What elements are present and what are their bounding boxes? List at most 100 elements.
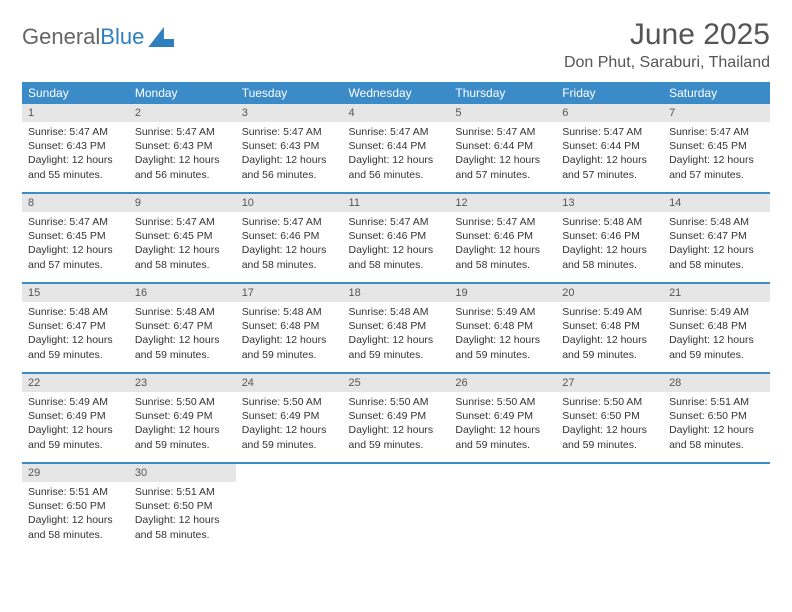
day-number: 27 — [556, 374, 663, 392]
calendar-day-cell: 12Sunrise: 5:47 AMSunset: 6:46 PMDayligh… — [449, 194, 556, 282]
sunset-text: Sunset: 6:48 PM — [349, 319, 444, 333]
day-body: Sunrise: 5:48 AMSunset: 6:47 PMDaylight:… — [663, 212, 770, 278]
day-number: 19 — [449, 284, 556, 302]
calendar-day-cell: 28Sunrise: 5:51 AMSunset: 6:50 PMDayligh… — [663, 374, 770, 462]
day-body: Sunrise: 5:47 AMSunset: 6:45 PMDaylight:… — [22, 212, 129, 278]
day-number: 30 — [129, 464, 236, 482]
sunrise-text: Sunrise: 5:47 AM — [242, 125, 337, 139]
day-number: 9 — [129, 194, 236, 212]
calendar-day-cell: 15Sunrise: 5:48 AMSunset: 6:47 PMDayligh… — [22, 284, 129, 372]
daylight-text: Daylight: 12 hours and 58 minutes. — [455, 243, 550, 271]
brand-part1: General — [22, 24, 100, 50]
title-block: June 2025 Don Phut, Saraburi, Thailand — [564, 18, 770, 72]
brand-logo: GeneralBlue — [22, 18, 174, 50]
calendar-table: Sunday Monday Tuesday Wednesday Thursday… — [22, 82, 770, 552]
sunrise-text: Sunrise: 5:47 AM — [455, 215, 550, 229]
calendar-day-cell: 5Sunrise: 5:47 AMSunset: 6:44 PMDaylight… — [449, 104, 556, 192]
calendar-day-cell: 21Sunrise: 5:49 AMSunset: 6:48 PMDayligh… — [663, 284, 770, 372]
sunrise-text: Sunrise: 5:47 AM — [135, 215, 230, 229]
sunrise-text: Sunrise: 5:47 AM — [562, 125, 657, 139]
sunset-text: Sunset: 6:50 PM — [669, 409, 764, 423]
day-number: 29 — [22, 464, 129, 482]
daylight-text: Daylight: 12 hours and 59 minutes. — [455, 423, 550, 451]
sunset-text: Sunset: 6:46 PM — [349, 229, 444, 243]
daylight-text: Daylight: 12 hours and 58 minutes. — [669, 243, 764, 271]
sunrise-text: Sunrise: 5:47 AM — [669, 125, 764, 139]
sunrise-text: Sunrise: 5:48 AM — [562, 215, 657, 229]
day-number: 21 — [663, 284, 770, 302]
calendar-day-cell: 4Sunrise: 5:47 AMSunset: 6:44 PMDaylight… — [343, 104, 450, 192]
day-number: 8 — [22, 194, 129, 212]
sunset-text: Sunset: 6:45 PM — [135, 229, 230, 243]
daylight-text: Daylight: 12 hours and 58 minutes. — [135, 243, 230, 271]
day-number: 4 — [343, 104, 450, 122]
calendar-day-cell: 6Sunrise: 5:47 AMSunset: 6:44 PMDaylight… — [556, 104, 663, 192]
sunset-text: Sunset: 6:43 PM — [135, 139, 230, 153]
sunrise-text: Sunrise: 5:49 AM — [455, 305, 550, 319]
sunset-text: Sunset: 6:50 PM — [135, 499, 230, 513]
day-body: Sunrise: 5:51 AMSunset: 6:50 PMDaylight:… — [22, 482, 129, 548]
daylight-text: Daylight: 12 hours and 56 minutes. — [135, 153, 230, 181]
sunset-text: Sunset: 6:44 PM — [455, 139, 550, 153]
sunrise-text: Sunrise: 5:47 AM — [28, 125, 123, 139]
day-number: 20 — [556, 284, 663, 302]
calendar-week-row: 29Sunrise: 5:51 AMSunset: 6:50 PMDayligh… — [22, 464, 770, 552]
day-body: Sunrise: 5:47 AMSunset: 6:44 PMDaylight:… — [556, 122, 663, 188]
day-body: Sunrise: 5:48 AMSunset: 6:47 PMDaylight:… — [22, 302, 129, 368]
calendar-week-row: 1Sunrise: 5:47 AMSunset: 6:43 PMDaylight… — [22, 104, 770, 192]
sunset-text: Sunset: 6:47 PM — [669, 229, 764, 243]
day-number: 11 — [343, 194, 450, 212]
calendar-day-cell: 17Sunrise: 5:48 AMSunset: 6:48 PMDayligh… — [236, 284, 343, 372]
calendar-day-cell: 23Sunrise: 5:50 AMSunset: 6:49 PMDayligh… — [129, 374, 236, 462]
weekday-header: Wednesday — [343, 82, 450, 104]
weekday-header-row: Sunday Monday Tuesday Wednesday Thursday… — [22, 82, 770, 104]
day-body: Sunrise: 5:50 AMSunset: 6:49 PMDaylight:… — [343, 392, 450, 458]
day-body: Sunrise: 5:51 AMSunset: 6:50 PMDaylight:… — [663, 392, 770, 458]
day-body: Sunrise: 5:50 AMSunset: 6:50 PMDaylight:… — [556, 392, 663, 458]
daylight-text: Daylight: 12 hours and 59 minutes. — [28, 423, 123, 451]
calendar-day-cell: 1Sunrise: 5:47 AMSunset: 6:43 PMDaylight… — [22, 104, 129, 192]
sunset-text: Sunset: 6:48 PM — [455, 319, 550, 333]
calendar-day-cell — [663, 464, 770, 552]
daylight-text: Daylight: 12 hours and 58 minutes. — [135, 513, 230, 541]
sunrise-text: Sunrise: 5:50 AM — [562, 395, 657, 409]
daylight-text: Daylight: 12 hours and 58 minutes. — [242, 243, 337, 271]
calendar-day-cell: 19Sunrise: 5:49 AMSunset: 6:48 PMDayligh… — [449, 284, 556, 372]
calendar-week-row: 15Sunrise: 5:48 AMSunset: 6:47 PMDayligh… — [22, 284, 770, 372]
day-body: Sunrise: 5:49 AMSunset: 6:48 PMDaylight:… — [663, 302, 770, 368]
daylight-text: Daylight: 12 hours and 57 minutes. — [669, 153, 764, 181]
calendar-day-cell: 7Sunrise: 5:47 AMSunset: 6:45 PMDaylight… — [663, 104, 770, 192]
sunset-text: Sunset: 6:48 PM — [242, 319, 337, 333]
sunrise-text: Sunrise: 5:47 AM — [349, 125, 444, 139]
calendar-day-cell: 3Sunrise: 5:47 AMSunset: 6:43 PMDaylight… — [236, 104, 343, 192]
calendar-week-row: 22Sunrise: 5:49 AMSunset: 6:49 PMDayligh… — [22, 374, 770, 462]
location-text: Don Phut, Saraburi, Thailand — [564, 54, 770, 72]
day-body: Sunrise: 5:47 AMSunset: 6:44 PMDaylight:… — [343, 122, 450, 188]
day-number: 13 — [556, 194, 663, 212]
calendar-day-cell: 27Sunrise: 5:50 AMSunset: 6:50 PMDayligh… — [556, 374, 663, 462]
sunrise-text: Sunrise: 5:48 AM — [28, 305, 123, 319]
day-number: 10 — [236, 194, 343, 212]
month-title: June 2025 — [564, 18, 770, 52]
day-body: Sunrise: 5:47 AMSunset: 6:46 PMDaylight:… — [343, 212, 450, 278]
sunrise-text: Sunrise: 5:49 AM — [669, 305, 764, 319]
sunrise-text: Sunrise: 5:50 AM — [135, 395, 230, 409]
day-number: 7 — [663, 104, 770, 122]
day-number: 12 — [449, 194, 556, 212]
daylight-text: Daylight: 12 hours and 59 minutes. — [669, 333, 764, 361]
calendar-day-cell: 2Sunrise: 5:47 AMSunset: 6:43 PMDaylight… — [129, 104, 236, 192]
day-body: Sunrise: 5:47 AMSunset: 6:43 PMDaylight:… — [22, 122, 129, 188]
sunset-text: Sunset: 6:43 PM — [28, 139, 123, 153]
day-body: Sunrise: 5:49 AMSunset: 6:48 PMDaylight:… — [449, 302, 556, 368]
calendar-day-cell: 10Sunrise: 5:47 AMSunset: 6:46 PMDayligh… — [236, 194, 343, 282]
daylight-text: Daylight: 12 hours and 59 minutes. — [28, 333, 123, 361]
day-number: 17 — [236, 284, 343, 302]
daylight-text: Daylight: 12 hours and 59 minutes. — [135, 333, 230, 361]
day-body: Sunrise: 5:50 AMSunset: 6:49 PMDaylight:… — [129, 392, 236, 458]
sunrise-text: Sunrise: 5:48 AM — [349, 305, 444, 319]
daylight-text: Daylight: 12 hours and 59 minutes. — [135, 423, 230, 451]
day-body: Sunrise: 5:48 AMSunset: 6:48 PMDaylight:… — [236, 302, 343, 368]
sunset-text: Sunset: 6:49 PM — [242, 409, 337, 423]
sunrise-text: Sunrise: 5:51 AM — [135, 485, 230, 499]
calendar-day-cell: 14Sunrise: 5:48 AMSunset: 6:47 PMDayligh… — [663, 194, 770, 282]
